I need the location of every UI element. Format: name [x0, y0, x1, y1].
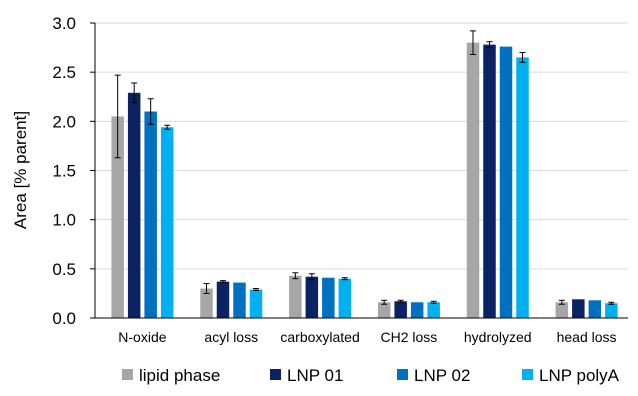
x-tick-label: CH2 loss [381, 329, 438, 345]
error-bar [131, 82, 138, 104]
y-tick-label: 0.0 [52, 309, 76, 328]
bar-lnp-polya-n-oxide [160, 127, 174, 318]
error-bar [203, 283, 210, 294]
gridlines [95, 22, 628, 270]
legend-label: LNP 02 [414, 366, 470, 385]
legend-swatch [522, 369, 533, 380]
error-bar [470, 30, 476, 55]
error-bar [381, 299, 388, 305]
bar-lipid-phase-ch2-loss [377, 302, 391, 318]
error-bar [341, 277, 348, 281]
bar-lnp-polya-carboxylated [338, 278, 352, 318]
x-tick-label: acyl loss [204, 329, 258, 345]
bar-lnp-polya-head-loss [605, 303, 618, 318]
y-tick-label: 0.5 [52, 260, 76, 279]
bar-lipid-phase-hydrolyzed [466, 42, 480, 319]
legend-label: lipid phase [139, 366, 220, 385]
bar-lnp-02-carboxylated [322, 277, 335, 318]
y-tick-label: 3.0 [52, 14, 76, 33]
error-bar [292, 272, 299, 280]
error-bar [220, 280, 226, 284]
error-bar [519, 52, 526, 63]
bar-lnp-01-head-loss [572, 299, 585, 318]
x-tick-label: N-oxide [118, 329, 166, 345]
bar-lipid-phase-acyl-loss [200, 288, 213, 318]
legend-item: LNP 01 [270, 366, 343, 385]
bar-lnp-01-hydrolyzed [483, 44, 496, 319]
y-tick-label: 1.0 [52, 211, 76, 230]
bar-lnp-polya-acyl-loss [249, 289, 263, 318]
error-bar [308, 273, 315, 281]
bar-lnp-02-head-loss [588, 300, 602, 318]
bar-lipid-phase-n-oxide [111, 116, 124, 319]
error-bar [114, 74, 121, 159]
error-bar [558, 299, 565, 305]
bar-lnp-01-carboxylated [305, 276, 319, 318]
bar-lnp-01-ch2-loss [394, 301, 407, 318]
x-tick-label: carboxylated [280, 329, 359, 345]
bar-lipid-phase-head-loss [555, 302, 569, 318]
bar-lnp-polya-hydrolyzed [516, 57, 529, 319]
bar-lipid-phase-carboxylated [289, 275, 302, 318]
error-bar [430, 300, 437, 304]
bar-lnp-01-n-oxide [127, 92, 141, 318]
legend-label: LNP polyA [539, 366, 620, 385]
legend-swatch [397, 369, 408, 380]
error-bar [164, 124, 171, 130]
legend-item: lipid phase [122, 366, 220, 385]
bar-lnp-02-ch2-loss [410, 302, 424, 318]
bar-lnp-02-n-oxide [144, 111, 157, 318]
y-axis-title: Area [% parent] [11, 111, 30, 229]
x-tick-label: head loss [557, 329, 617, 345]
legend-swatch [122, 369, 133, 380]
legend-label: LNP 01 [287, 366, 343, 385]
error-bar [608, 301, 615, 305]
bar-lnp-01-acyl-loss [216, 281, 230, 318]
y-tick-label: 2.0 [52, 112, 76, 131]
axes: 0.0 0.5 1.0 1.5 2.0 2.5 3.0 N-oxide acyl loss car… [52, 14, 628, 345]
legend-item: LNP polyA [522, 366, 620, 385]
legend: lipid phase LNP 01 LNP 02 LNP polyA [122, 366, 620, 385]
bar-lnp-polya-ch2-loss [427, 302, 440, 318]
bars [111, 30, 618, 319]
error-bar [253, 288, 259, 291]
y-tick-label: 1.5 [52, 162, 76, 181]
bar-lnp-02-hydrolyzed [499, 46, 513, 318]
x-tick-label: hydrolyzed [464, 329, 532, 345]
error-bar [397, 299, 404, 303]
bar-lnp-02-acyl-loss [233, 282, 246, 318]
error-bar [486, 41, 493, 49]
legend-item: LNP 02 [397, 366, 470, 385]
y-tick-label: 2.5 [52, 63, 76, 82]
error-bar [147, 98, 154, 125]
legend-swatch [270, 369, 281, 380]
